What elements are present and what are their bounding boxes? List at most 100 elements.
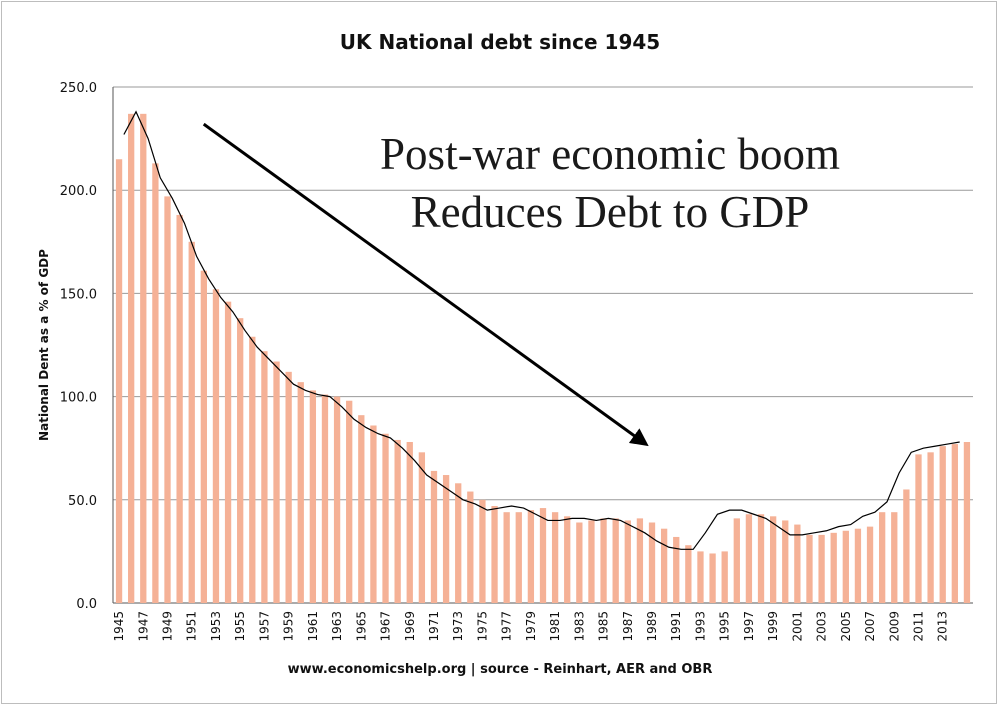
bar (673, 536, 680, 603)
bar (576, 522, 583, 603)
bar (200, 270, 207, 603)
bar (164, 196, 171, 603)
x-tick-label: 1995 (718, 611, 732, 642)
bar (624, 520, 631, 603)
x-tick-label: 1959 (282, 611, 296, 642)
x-tick-label: 1955 (233, 611, 247, 642)
bar (491, 505, 498, 603)
bar (660, 528, 668, 603)
x-tick-label: 1971 (427, 611, 441, 642)
bar (733, 518, 740, 603)
bar (273, 361, 280, 603)
y-tick-label: 50.0 (68, 494, 97, 509)
x-tick-label: 2009 (887, 611, 901, 642)
bar (854, 528, 862, 603)
bar (394, 439, 401, 603)
bar (879, 512, 886, 603)
bar (782, 520, 789, 603)
bar (115, 159, 123, 604)
x-tick-label: 2003 (815, 611, 829, 642)
bar (721, 551, 728, 603)
y-tick-label: 200.0 (60, 184, 97, 199)
bar (285, 371, 292, 603)
x-tick-label: 1999 (766, 611, 780, 642)
bar (224, 301, 232, 603)
x-tick-label: 1947 (136, 611, 150, 642)
bar (600, 518, 607, 603)
x-tick-label: 1991 (669, 611, 683, 642)
x-tick-label: 2007 (863, 611, 877, 642)
x-tick-label: 1973 (451, 611, 465, 642)
x-tick-label: 1957 (257, 611, 271, 642)
x-tick-label: 1993 (693, 611, 707, 642)
bar (249, 336, 256, 603)
bar (346, 400, 353, 603)
bar (769, 516, 777, 603)
annotation-arrow (202, 122, 649, 447)
bar (648, 522, 656, 603)
x-tick-label: 1969 (403, 611, 417, 642)
x-tick-label: 1951 (185, 611, 199, 642)
bar (963, 442, 971, 603)
bar (927, 452, 934, 603)
bar (709, 553, 716, 603)
x-tick-label: 1961 (306, 611, 320, 642)
bar (903, 489, 910, 603)
source-caption: www.economicshelp.org | source - Reinhar… (287, 662, 713, 677)
bar (794, 524, 801, 603)
bar (612, 518, 619, 603)
bar (467, 491, 474, 603)
bar (551, 512, 559, 603)
bar (806, 534, 813, 603)
bar (866, 526, 874, 603)
y-tick-label: 150.0 (60, 287, 97, 302)
x-tick-label: 1985 (597, 611, 611, 642)
x-tick-label: 1965 (354, 611, 368, 642)
x-tick-label: 1949 (161, 611, 175, 642)
bar (527, 510, 535, 603)
bar (176, 214, 183, 603)
bar (842, 530, 849, 603)
bar (382, 433, 389, 603)
annotation-line-2: Reduces Debt to GDP (410, 187, 810, 237)
bar (891, 512, 898, 603)
x-tick-label: 2013 (936, 611, 950, 642)
bar (128, 113, 135, 603)
x-tick-label: 1987 (621, 611, 635, 642)
bar (370, 425, 377, 603)
bar (745, 514, 753, 603)
bar (140, 113, 147, 603)
chart-title: UK National debt since 1945 (339, 30, 661, 54)
x-tick-label: 1997 (742, 611, 756, 642)
bar (152, 163, 159, 604)
bar (333, 396, 341, 603)
bar (188, 241, 195, 604)
x-tick-label: 2011 (911, 611, 925, 642)
y-tick-label: 0.0 (76, 597, 97, 612)
bar (406, 442, 413, 603)
bar (515, 512, 522, 603)
x-tick-label: 1981 (548, 611, 562, 642)
y-tick-label: 100.0 (60, 391, 97, 406)
x-tick-label: 1977 (500, 611, 514, 642)
bar (685, 545, 692, 603)
bar (430, 470, 438, 603)
x-tick-label: 2001 (790, 611, 804, 642)
bar (309, 390, 317, 603)
bar (588, 520, 595, 603)
bar (261, 351, 268, 603)
x-tick-label: 1989 (645, 611, 659, 642)
x-tick-label: 1979 (524, 611, 538, 642)
bar (358, 415, 365, 603)
x-tick-label: 1975 (475, 611, 489, 642)
bar (237, 318, 244, 603)
annotation-text: Post-war economic boom Reduces Debt to G… (300, 125, 920, 241)
bar (830, 532, 837, 603)
annotation-line-1: Post-war economic boom (380, 129, 840, 179)
bar (418, 452, 426, 603)
bar (636, 518, 644, 603)
bar (442, 475, 450, 603)
bar (951, 444, 958, 603)
x-tick-label: 1983 (572, 611, 586, 642)
